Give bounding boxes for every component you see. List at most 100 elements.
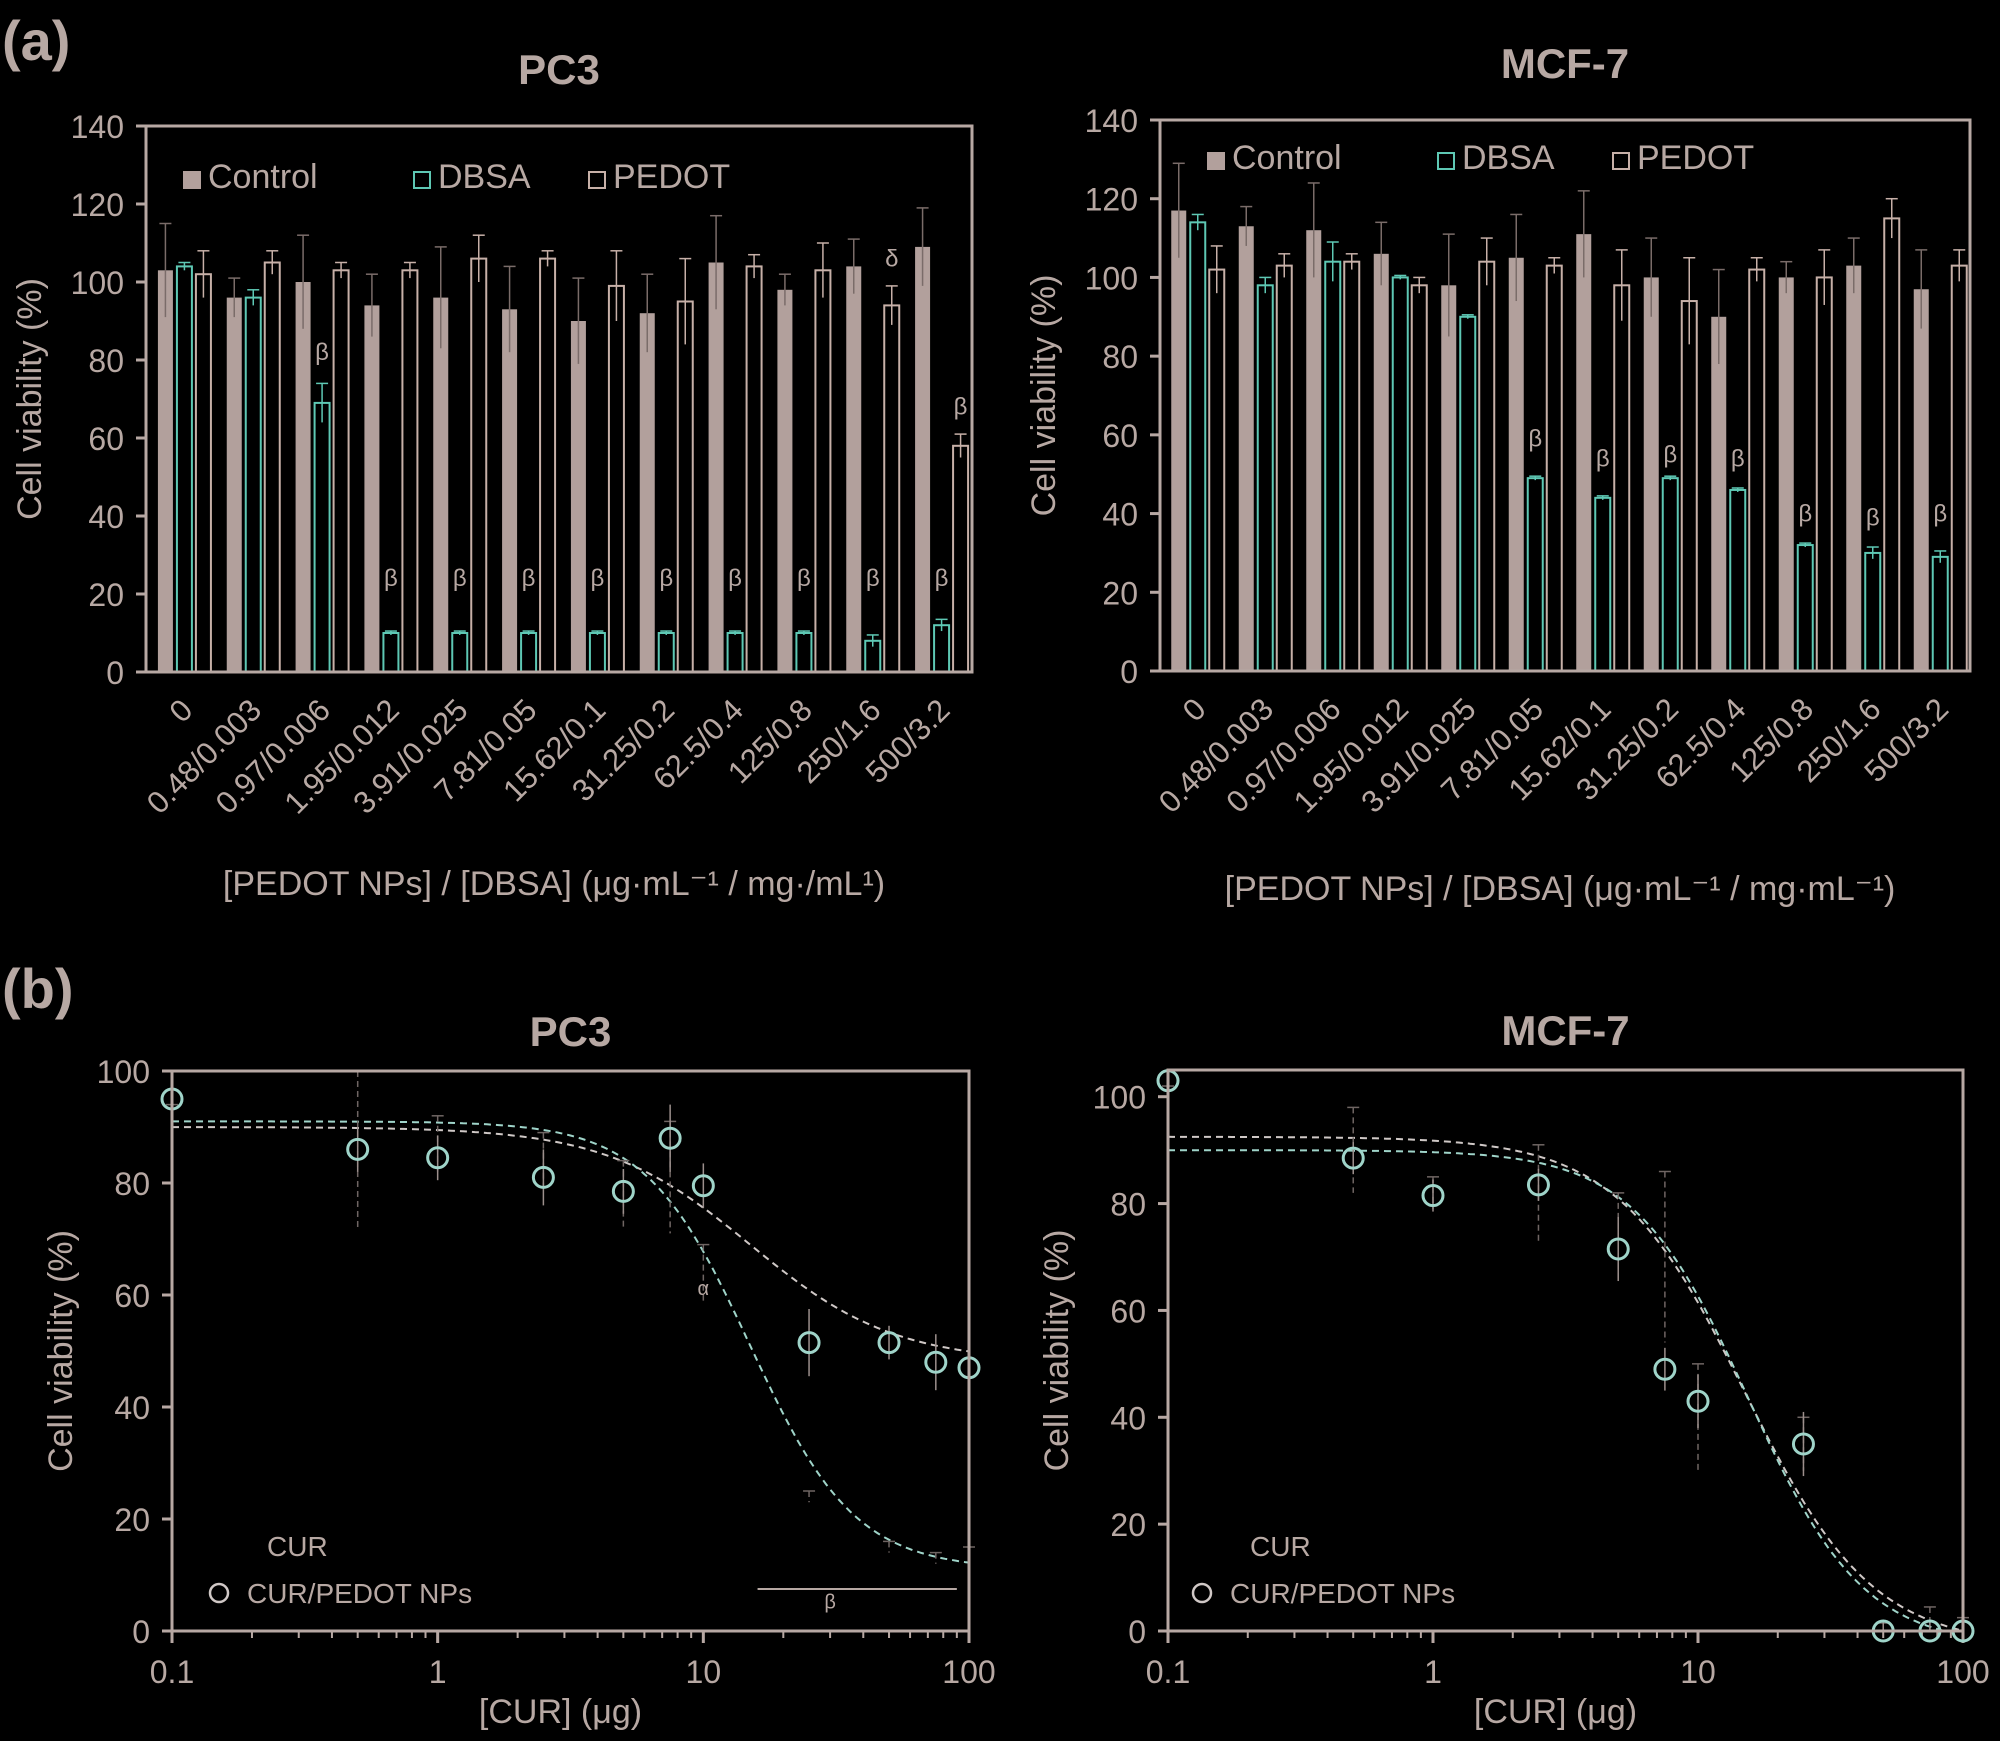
y-tick-label: 100	[1085, 260, 1138, 296]
legend-marker-cur-pedot	[1191, 1582, 1213, 1604]
bar-pedot	[263, 261, 281, 673]
annotation: β	[824, 1592, 836, 1614]
bar-control	[1238, 226, 1254, 671]
x-axis-label: [CUR] (μg)	[479, 1693, 642, 1731]
x-tick-label: 0	[162, 692, 199, 729]
y-tick-label: 20	[88, 577, 124, 613]
bar-pedot	[1883, 217, 1901, 672]
chart-b-pc3: PC3 0 20 40 60 80 100 Cell viability (%) 0.1 1 10 1…	[42, 1008, 996, 1731]
annotation: α	[698, 1278, 710, 1300]
x-tick-label: 100	[1936, 1654, 1989, 1690]
fit-curve-cur-fit	[1167, 1135, 1964, 1632]
x-axis-label: [CUR] (μg)	[1474, 1693, 1637, 1731]
bar-pedot	[952, 444, 970, 673]
x-tick-label: 1	[429, 1654, 447, 1690]
marker-cur-pedot-nps	[611, 1179, 635, 1203]
bar-pedot	[1343, 260, 1361, 672]
bar-control	[1913, 289, 1929, 671]
marker-cur-pedot-nps	[1791, 1432, 1815, 1456]
bar-control	[1171, 210, 1187, 671]
legend-label-pedot: PEDOT	[613, 158, 730, 196]
y-tick-label: 140	[1085, 103, 1138, 139]
bar-pedot	[1478, 260, 1496, 672]
bar-control	[639, 313, 655, 672]
bar-control	[1373, 253, 1389, 672]
bar-dbsa	[726, 632, 744, 673]
bar-pedot	[539, 257, 557, 673]
bar-dbsa	[1729, 488, 1747, 673]
chart-title: MCF-7	[1501, 1007, 1629, 1054]
fit-curve-cur-fit	[172, 1120, 970, 1564]
legend-label-cur: CUR	[1250, 1531, 1311, 1562]
bar-dbsa	[933, 624, 951, 674]
bar-dbsa	[1661, 477, 1679, 672]
y-tick-label: 40	[88, 499, 124, 535]
marker-cur-pedot-nps	[1421, 1184, 1445, 1208]
y-tick-label: 120	[1085, 182, 1138, 218]
marker-cur-pedot-nps	[1526, 1173, 1550, 1197]
annotation: β	[1528, 426, 1542, 453]
y-axis-label: Cell viability (%)	[11, 278, 49, 520]
bar-dbsa	[1391, 276, 1409, 672]
y-tick-label: 60	[1102, 418, 1138, 454]
x-axis-label: [PEDOT NPs] / [DBSA] (μg·mL⁻¹ / mg·mL⁻¹)	[1225, 870, 1896, 908]
bar-control	[157, 270, 173, 672]
bar-control	[915, 246, 931, 672]
bar-pedot	[607, 284, 625, 673]
annotation: β	[797, 565, 811, 592]
bar-control	[1576, 234, 1592, 671]
y-tick-label: 140	[71, 109, 124, 145]
marker-cur-pedot-nps	[1341, 1146, 1365, 1170]
bar-control	[1711, 316, 1727, 671]
annotation: β	[1663, 441, 1677, 468]
bar-control	[1778, 277, 1794, 671]
bar-control	[570, 321, 586, 672]
bar-dbsa	[1324, 260, 1342, 672]
y-tick-label: 100	[97, 1054, 150, 1090]
chart-a-mcf7: MCF-7 0 20 40 60 80 100 120 140 Cell viability (%…	[1025, 40, 1972, 908]
bar-pedot	[1748, 268, 1766, 672]
marker-cur-pedot-nps	[1653, 1357, 1677, 1381]
annotation: β	[935, 565, 949, 592]
marker-cur-pedot-nps	[1606, 1237, 1630, 1261]
legend-label-dbsa: DBSA	[438, 158, 531, 196]
annotation: β	[522, 565, 536, 592]
bar-control	[846, 266, 862, 672]
marker-cur-pedot-nps	[658, 1126, 682, 1150]
x-tick-label: 1	[1424, 1654, 1442, 1690]
y-tick-label: 80	[114, 1166, 150, 1202]
y-tick-label: 20	[114, 1502, 150, 1538]
annotation: β	[1866, 504, 1880, 531]
bar-dbsa	[1594, 496, 1612, 673]
y-tick-label: 0	[106, 655, 124, 691]
bar-dbsa	[175, 265, 193, 673]
bar-control	[1508, 257, 1524, 671]
marker-cur-pedot-nps	[426, 1146, 450, 1170]
marker-cur-pedot-nps	[531, 1165, 555, 1189]
annotation: β	[1798, 500, 1812, 527]
annotation: β	[453, 565, 467, 592]
bar-control	[502, 309, 518, 672]
legend-swatch-pedot	[1612, 152, 1630, 170]
bar-control	[1846, 265, 1862, 671]
x-tick-label: 10	[686, 1654, 722, 1690]
annotation: β	[315, 339, 329, 366]
bar-pedot	[745, 265, 763, 673]
bar-pedot	[1275, 264, 1293, 672]
bar-pedot	[1545, 264, 1563, 672]
bar-dbsa	[588, 632, 606, 673]
bar-dbsa	[1526, 477, 1544, 672]
legend-label-cur-pedot: CUR/PEDOT NPs	[247, 1578, 472, 1609]
legend-swatch-control	[183, 171, 201, 189]
legend-label-control: Control	[208, 158, 318, 196]
bar-pedot	[1410, 284, 1428, 672]
bar-control	[295, 282, 311, 672]
bar-pedot	[1815, 276, 1833, 672]
y-axis-label: Cell viability (%)	[1025, 275, 1063, 517]
annotation: β	[728, 565, 742, 592]
legend-label-control: Control	[1232, 139, 1342, 177]
annotation: β	[1933, 500, 1947, 527]
legend-swatch-pedot	[588, 171, 606, 189]
x-tick-label: 0.1	[1146, 1654, 1190, 1690]
